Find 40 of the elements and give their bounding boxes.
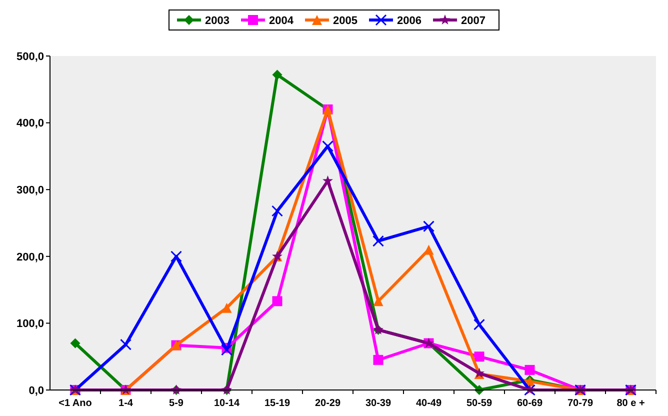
- x-tick-label: 30-39: [365, 398, 392, 409]
- x-tick-label: 80 e +: [616, 398, 645, 409]
- y-tick-label: 400,0: [16, 118, 44, 130]
- legend-label: 2007: [461, 14, 486, 27]
- legend-label: 2005: [333, 14, 358, 27]
- y-tick-label: 300,0: [16, 184, 44, 196]
- x-tick-label: 50-59: [466, 398, 492, 409]
- y-tick-label: 0,0: [28, 384, 44, 397]
- point: [221, 344, 232, 356]
- legend-label: 2006: [397, 14, 422, 27]
- y-tick-label: 100,0: [16, 318, 44, 330]
- x-tick-label: 10-14: [214, 398, 240, 409]
- x-tick-label: 70-79: [567, 398, 594, 409]
- x-tick-label: 20-29: [314, 398, 341, 409]
- point: [170, 250, 182, 262]
- x-tick-label: 5-9: [169, 398, 184, 409]
- x-tick-label: 15-19: [264, 398, 290, 409]
- legend-label: 2004: [269, 14, 294, 27]
- point: [222, 302, 232, 313]
- point: [322, 175, 333, 186]
- legend-label: 2003: [205, 14, 230, 27]
- point: [272, 296, 282, 306]
- point: [120, 338, 132, 350]
- x-tick-label: 40-49: [416, 398, 442, 409]
- point: [272, 205, 283, 217]
- point: [70, 338, 80, 348]
- point: [373, 354, 384, 365]
- point: [423, 220, 434, 232]
- y-tick-label: 200,0: [16, 251, 44, 264]
- point: [474, 352, 484, 362]
- point: [524, 364, 535, 375]
- x-tick-label: <1 Ano: [58, 398, 92, 409]
- point: [322, 140, 334, 152]
- point: [272, 70, 282, 80]
- point: [474, 318, 485, 330]
- x-tick-label: 1-4: [118, 398, 134, 409]
- point: [372, 235, 384, 247]
- x-tick-label: 60-69: [516, 398, 543, 409]
- point: [373, 296, 384, 306]
- y-tick-label: 500,0: [16, 50, 44, 63]
